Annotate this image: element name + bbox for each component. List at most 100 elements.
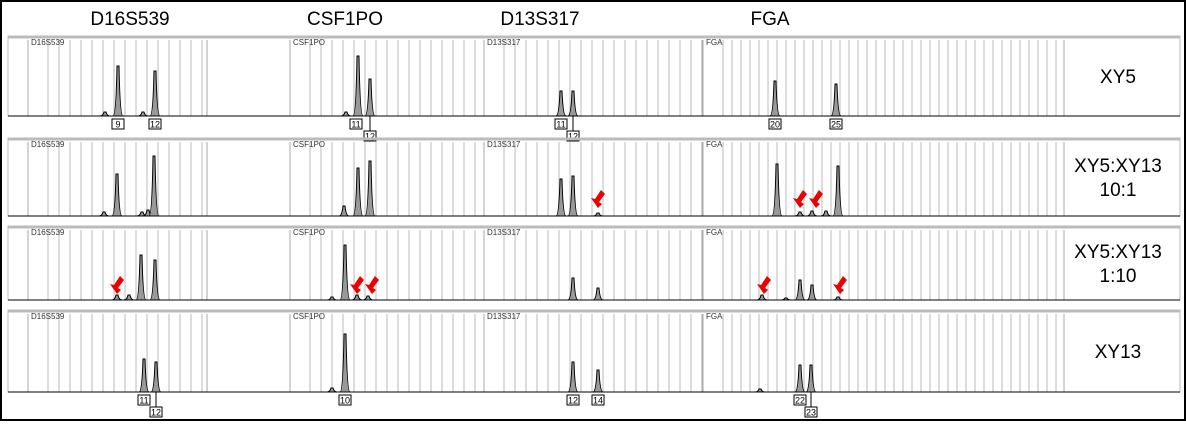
peak	[820, 210, 832, 217]
allele-label: 12	[150, 119, 160, 129]
allele-box	[829, 118, 843, 130]
red-arrow	[833, 276, 847, 294]
locus-header: D16S539	[90, 9, 169, 30]
peak	[806, 210, 818, 217]
allele-label: 12	[568, 395, 578, 405]
peak	[352, 55, 364, 117]
locus-tag: FGA	[706, 38, 723, 47]
allele-label: 11	[351, 119, 360, 129]
locus-header: CSF1PO	[307, 9, 383, 30]
peak	[567, 361, 579, 393]
red-arrow	[809, 190, 823, 208]
peak	[111, 173, 123, 217]
peak	[338, 205, 350, 217]
peak	[149, 259, 161, 301]
allele-box	[804, 406, 818, 418]
peak	[148, 155, 160, 217]
allele-box	[349, 118, 363, 130]
peak	[112, 65, 124, 117]
peak	[149, 70, 161, 117]
peak	[339, 244, 351, 301]
locus-tag: FGA	[706, 140, 723, 149]
allele-box	[591, 394, 605, 406]
locus-tag: D13S317	[487, 312, 521, 321]
locus-tag: D16S539	[31, 228, 65, 237]
peak	[567, 175, 579, 217]
locus-tag: D16S539	[31, 312, 65, 321]
allele-label: 12	[151, 407, 161, 417]
locus-tag: D13S317	[487, 38, 521, 47]
locus-tag: CSF1PO	[293, 228, 325, 237]
locus-tag: CSF1PO	[293, 312, 325, 321]
allele-label: 20	[770, 119, 780, 129]
peak	[832, 165, 844, 217]
peak	[756, 294, 768, 301]
peak	[805, 364, 817, 393]
allele-box	[148, 118, 162, 130]
peak	[150, 361, 162, 393]
allele-box	[363, 130, 377, 142]
peak	[111, 294, 123, 301]
allele-box	[566, 394, 580, 406]
sample-label: 10:1	[1100, 180, 1137, 201]
allele-label: 12	[568, 131, 578, 141]
peak	[567, 277, 579, 301]
allele-label: 9	[115, 119, 120, 129]
allele-label: 12	[365, 131, 375, 141]
peak	[364, 160, 376, 217]
allele-box	[338, 394, 352, 406]
sample-label: XY5:XY13	[1074, 156, 1162, 177]
peak	[339, 333, 351, 393]
peak	[592, 287, 604, 301]
peak	[135, 254, 147, 301]
locus-tag: D13S317	[487, 140, 521, 149]
allele-label: 25	[831, 119, 841, 129]
allele-box	[554, 118, 568, 130]
peak	[806, 284, 818, 301]
locus-tag: CSF1PO	[293, 38, 325, 47]
red-arrow	[365, 276, 379, 294]
red-arrow	[110, 276, 124, 294]
peak	[364, 78, 376, 117]
sample-label: XY5	[1100, 67, 1136, 88]
locus-tag: FGA	[706, 312, 723, 321]
allele-label: 22	[795, 395, 805, 405]
allele-label: 23	[806, 407, 816, 417]
red-arrow	[350, 276, 364, 294]
allele-label: 11	[556, 119, 565, 129]
peak	[138, 358, 150, 393]
locus-tag: D16S539	[31, 38, 65, 47]
peak	[555, 178, 567, 217]
red-arrow	[793, 190, 807, 208]
allele-box	[793, 394, 807, 406]
locus-tag: CSF1PO	[293, 140, 325, 149]
peak	[794, 364, 806, 393]
locus-tag: D13S317	[487, 228, 521, 237]
peak	[592, 369, 604, 393]
sample-label: XY13	[1095, 342, 1141, 363]
locus-header: D13S317	[500, 9, 579, 30]
peak	[123, 294, 135, 301]
allele-box	[149, 406, 163, 418]
allele-box	[566, 130, 580, 142]
allele-box	[111, 118, 125, 130]
red-arrow	[591, 190, 605, 208]
allele-label: 14	[593, 395, 603, 405]
peak	[794, 279, 806, 301]
peak	[771, 163, 783, 217]
locus-header: FGA	[750, 9, 789, 30]
peak	[351, 294, 363, 301]
sample-label: 1:10	[1100, 266, 1137, 287]
peak	[769, 80, 781, 117]
allele-label: 11	[139, 395, 148, 405]
peak	[555, 90, 567, 117]
locus-tag: FGA	[706, 228, 723, 237]
locus-tag: D16S539	[31, 140, 65, 149]
allele-box	[768, 118, 782, 130]
allele-label: 10	[340, 395, 350, 405]
red-arrow	[757, 276, 771, 294]
peak	[830, 83, 842, 117]
allele-box	[137, 394, 151, 406]
peak	[352, 167, 364, 217]
